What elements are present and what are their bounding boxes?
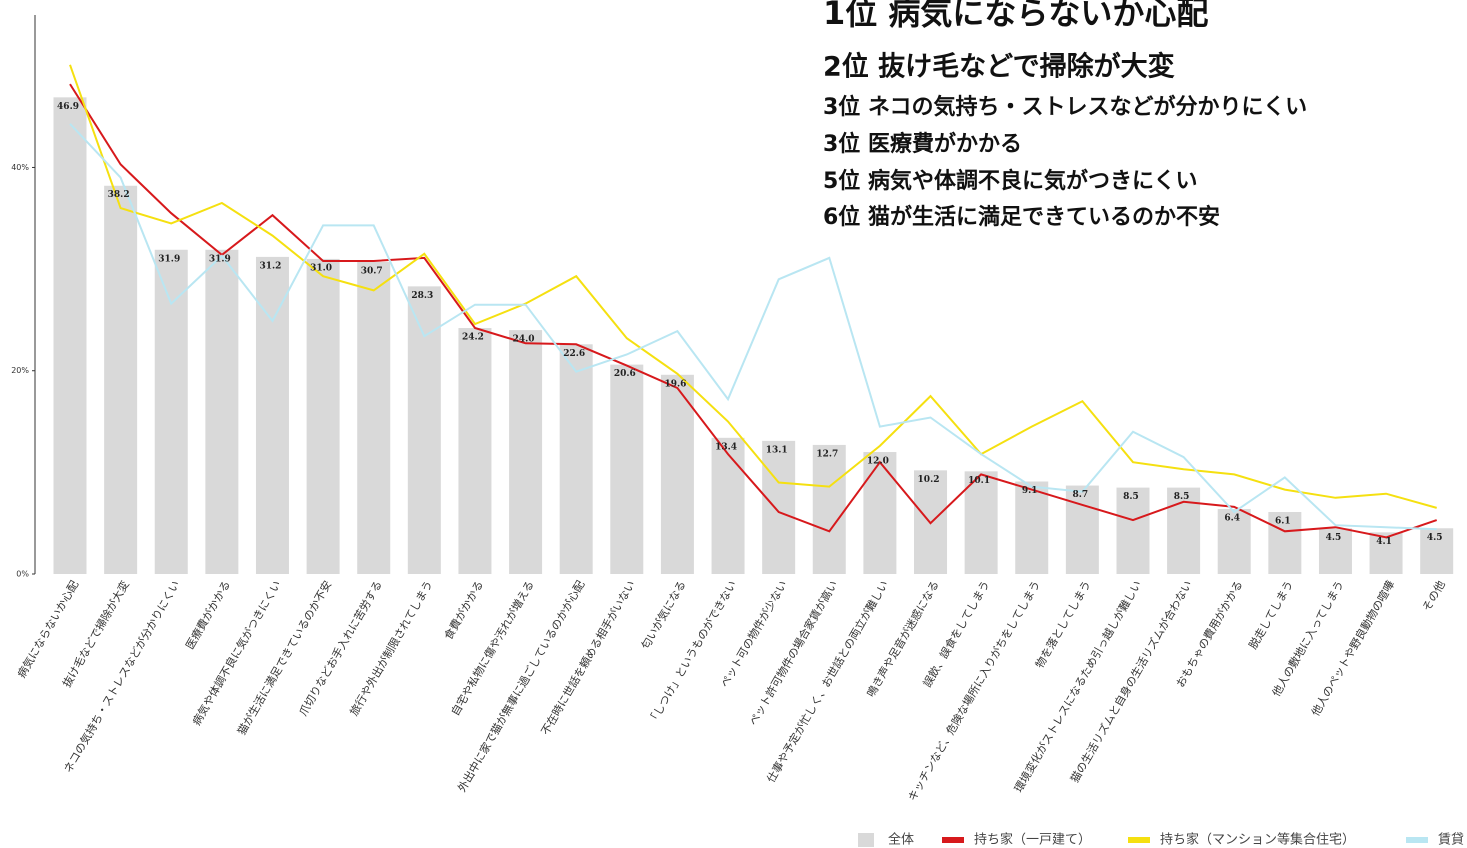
bar <box>1420 528 1454 574</box>
legend-swatch <box>858 833 874 847</box>
bar <box>1116 487 1150 574</box>
y-tick-label: 40% <box>11 163 29 172</box>
y-tick-label: 20% <box>11 366 29 375</box>
bar <box>104 185 138 574</box>
bar <box>458 328 492 574</box>
value-label: 28.3 <box>411 291 433 301</box>
bar <box>559 344 593 574</box>
value-label: 6.1 <box>1275 517 1291 527</box>
bar <box>610 364 644 574</box>
value-label: 31.9 <box>158 254 180 264</box>
bar <box>53 97 87 575</box>
value-label: 46.9 <box>57 102 79 112</box>
x-tick-label: 旅行や外出が制限されてしまう <box>347 578 436 718</box>
x-tick-label: 不在時に世話を頼める相手がいない <box>538 578 638 737</box>
bar <box>306 258 340 574</box>
bar <box>1065 485 1099 574</box>
value-label: 24.0 <box>513 335 535 345</box>
value-label: 38.2 <box>108 190 130 200</box>
value-label: 12.0 <box>867 457 889 467</box>
x-tick-label: 食費がかかる <box>441 578 486 642</box>
legend-label: 賃貸 <box>1438 832 1464 848</box>
value-label: 9.1 <box>1022 486 1038 496</box>
legend-label: 持ち家（一戸建て） <box>974 832 1091 848</box>
x-tick-label: 猫が生活に満足できているのか不安 <box>234 578 334 737</box>
annotation: 5位 病気や体調不良に気がつきにくい <box>823 168 1198 194</box>
legend-swatch <box>1128 837 1150 843</box>
value-label: 12.7 <box>816 449 838 459</box>
x-tick-label: その他 <box>1420 579 1448 614</box>
bar <box>711 437 745 574</box>
value-label: 22.6 <box>563 349 585 359</box>
value-label: 4.5 <box>1427 533 1443 543</box>
bar <box>1015 481 1049 574</box>
bar <box>1268 512 1302 574</box>
value-label: 31.2 <box>260 261 282 271</box>
bar <box>812 444 846 574</box>
legend-swatch <box>1406 837 1428 843</box>
value-label: 24.2 <box>462 333 484 343</box>
x-tick-label: 「しつけ」というものができない <box>645 578 739 727</box>
y-tick-label: 0% <box>16 570 29 579</box>
x-tick-label: 爪切りなどお手入れに苦労する <box>296 578 385 718</box>
bar <box>154 249 188 574</box>
bar <box>205 249 239 574</box>
value-label: 8.5 <box>1174 492 1190 502</box>
x-tick-label: 自宅や私物に傷や汚れが増える <box>448 578 537 718</box>
legend-label: 全体 <box>888 832 914 848</box>
value-label: 31.9 <box>209 254 231 264</box>
value-label: 30.7 <box>361 266 383 276</box>
bar <box>660 374 694 574</box>
value-label: 19.6 <box>664 379 686 389</box>
x-tick-label: 病気や体調不良に気がつきにくい <box>189 578 284 728</box>
x-tick-label: 他人のペットや野良動物の喧嘩 <box>1308 578 1397 718</box>
line-series <box>69 83 1438 539</box>
value-label: 13.4 <box>715 442 737 452</box>
bar <box>1369 532 1403 574</box>
value-label: 10.1 <box>968 476 990 486</box>
value-label: 4.1 <box>1376 537 1392 547</box>
bar <box>1318 528 1352 574</box>
value-label: 8.5 <box>1123 492 1139 502</box>
value-label: 6.4 <box>1224 513 1240 523</box>
bar <box>357 261 391 574</box>
line-series <box>69 123 1437 531</box>
annotation: 3位 ネコの気持ち・ストレスなどが分かりにくい <box>823 94 1307 120</box>
value-label: 20.6 <box>614 369 636 379</box>
value-label: 8.7 <box>1073 490 1089 500</box>
bar <box>863 452 897 574</box>
annotation: 2位 抜け毛などで掃除が大変 <box>823 51 1175 83</box>
annotation: 1位 病気にならないか心配 <box>823 0 1208 32</box>
x-tick-label: 脱走してしまう <box>1246 578 1296 651</box>
bar <box>762 440 796 574</box>
value-label: 13.1 <box>766 445 788 455</box>
x-tick-label: 医療費がかかる <box>182 578 233 652</box>
legend-label: 持ち家（マンション等集合住宅） <box>1160 832 1355 848</box>
value-label: 4.5 <box>1326 533 1342 543</box>
value-label: 31.0 <box>310 263 332 273</box>
legend-swatch <box>942 837 964 843</box>
value-label: 10.2 <box>918 475 940 485</box>
annotation: 3位 医療費がかかる <box>823 131 1022 157</box>
x-tick-label: 物を落としてしまう <box>1032 578 1093 670</box>
bar <box>1217 508 1251 574</box>
line-series <box>69 64 1437 509</box>
x-tick-label: 匂いが気になる <box>638 578 689 652</box>
bar <box>509 330 543 574</box>
bar <box>964 471 998 574</box>
annotation: 6位 猫が生活に満足できているのか不安 <box>823 204 1220 230</box>
bar <box>255 256 289 574</box>
x-tick-label: ペット許可物件の場合家賃が高い <box>746 578 841 728</box>
